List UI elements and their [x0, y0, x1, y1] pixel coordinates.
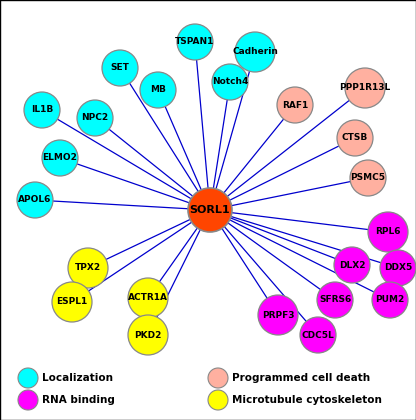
- Text: RNA binding: RNA binding: [42, 395, 115, 405]
- Circle shape: [188, 188, 232, 232]
- Circle shape: [177, 24, 213, 60]
- Circle shape: [258, 295, 298, 335]
- Text: CTSB: CTSB: [342, 134, 368, 142]
- Circle shape: [128, 278, 168, 318]
- Circle shape: [334, 247, 370, 283]
- Text: ACTR1A: ACTR1A: [128, 294, 168, 302]
- Text: Microtubule cytoskeleton: Microtubule cytoskeleton: [232, 395, 382, 405]
- Text: TSPAN1: TSPAN1: [175, 37, 215, 47]
- Text: PRPF3: PRPF3: [262, 310, 294, 320]
- Circle shape: [212, 64, 248, 100]
- Text: Notch4: Notch4: [212, 78, 248, 87]
- Text: DLX2: DLX2: [339, 260, 365, 270]
- Text: RPL6: RPL6: [375, 228, 401, 236]
- Text: PPP1R13L: PPP1R13L: [339, 84, 391, 92]
- Circle shape: [208, 368, 228, 388]
- Text: PKD2: PKD2: [134, 331, 162, 339]
- Text: Localization: Localization: [42, 373, 113, 383]
- Text: NPC2: NPC2: [82, 113, 109, 123]
- Circle shape: [128, 315, 168, 355]
- Circle shape: [235, 32, 275, 72]
- Circle shape: [208, 390, 228, 410]
- Circle shape: [350, 160, 386, 196]
- Circle shape: [140, 72, 176, 108]
- Text: MB: MB: [150, 86, 166, 94]
- Text: Cadherin: Cadherin: [232, 47, 278, 57]
- Text: CDC5L: CDC5L: [302, 331, 334, 339]
- Circle shape: [18, 390, 38, 410]
- Circle shape: [52, 282, 92, 322]
- Circle shape: [345, 68, 385, 108]
- Circle shape: [368, 212, 408, 252]
- Circle shape: [337, 120, 373, 156]
- Text: APOL6: APOL6: [18, 195, 52, 205]
- Text: SORL1: SORL1: [190, 205, 230, 215]
- Text: SFRS6: SFRS6: [319, 296, 351, 304]
- Text: SET: SET: [111, 63, 129, 73]
- Circle shape: [317, 282, 353, 318]
- Circle shape: [277, 87, 313, 123]
- Text: ESPL1: ESPL1: [57, 297, 88, 307]
- Text: DDX5: DDX5: [384, 263, 412, 273]
- Circle shape: [68, 248, 108, 288]
- Text: Programmed cell death: Programmed cell death: [232, 373, 370, 383]
- Circle shape: [18, 368, 38, 388]
- Text: ELMO2: ELMO2: [42, 153, 77, 163]
- Text: PUM2: PUM2: [375, 296, 405, 304]
- Circle shape: [77, 100, 113, 136]
- Text: RAF1: RAF1: [282, 100, 308, 110]
- Circle shape: [42, 140, 78, 176]
- Circle shape: [24, 92, 60, 128]
- Circle shape: [17, 182, 53, 218]
- Circle shape: [380, 250, 416, 286]
- Circle shape: [300, 317, 336, 353]
- Text: IL1B: IL1B: [31, 105, 53, 115]
- Circle shape: [372, 282, 408, 318]
- Circle shape: [102, 50, 138, 86]
- Text: PSMC5: PSMC5: [351, 173, 386, 183]
- Text: TPX2: TPX2: [75, 263, 101, 273]
